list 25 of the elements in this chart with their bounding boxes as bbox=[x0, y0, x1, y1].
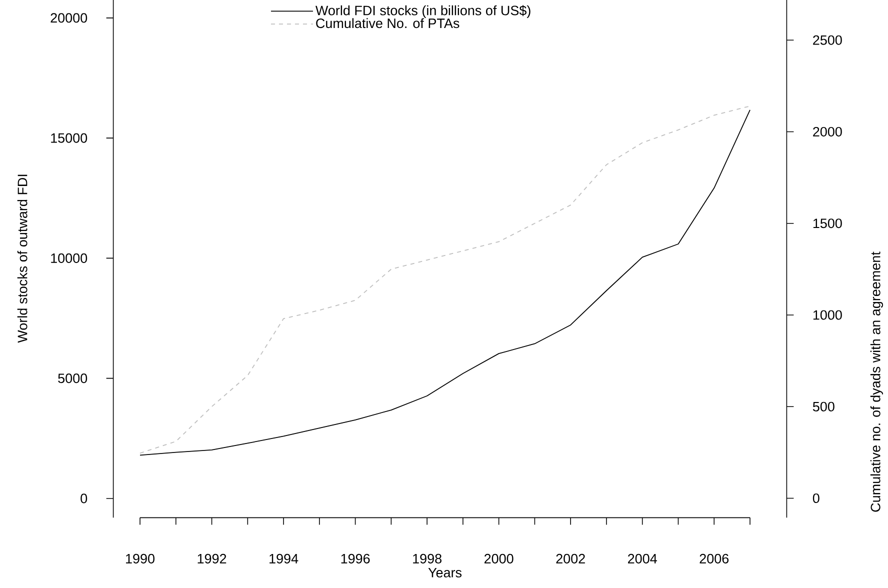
y-tick-label: 15000 bbox=[51, 133, 88, 143]
legend-label: World FDI stocks (in billions of US$) bbox=[315, 5, 530, 18]
y2-axis-title: Cumulative no. of dyads with an agreement bbox=[870, 252, 883, 512]
x-tick-label: 1994 bbox=[270, 554, 298, 564]
x-tick-label: 1998 bbox=[413, 554, 442, 564]
y-tick-label: 20000 bbox=[50, 13, 88, 23]
y2-tick-label: 1000 bbox=[813, 310, 842, 320]
y2-tick-label: 500 bbox=[812, 402, 834, 412]
legend-label: Cumulative No. of PTAs bbox=[316, 18, 460, 28]
x-tick-label: 2000 bbox=[484, 554, 514, 564]
y-axis-title: World stocks of outward FDI bbox=[17, 174, 28, 343]
y-tick-label: 0 bbox=[80, 494, 88, 504]
y2-tick-label: 2500 bbox=[813, 35, 842, 45]
x-tick-label: 1992 bbox=[198, 554, 226, 564]
x-tick-label: 2006 bbox=[700, 554, 729, 564]
x-tick-label: 1996 bbox=[341, 554, 370, 564]
y-tick-label: 5000 bbox=[58, 374, 88, 384]
y2-tick-label: 1500 bbox=[813, 218, 842, 228]
x-axis-title: Years bbox=[428, 568, 462, 578]
y-tick-label: 10000 bbox=[51, 253, 88, 263]
y2-tick-label: 2000 bbox=[813, 126, 842, 137]
x-tick-label: 1990 bbox=[126, 554, 154, 564]
y2-tick-label: 0 bbox=[812, 493, 820, 504]
x-tick-label: 2002 bbox=[556, 554, 585, 564]
x-tick-label: 2004 bbox=[628, 554, 657, 564]
